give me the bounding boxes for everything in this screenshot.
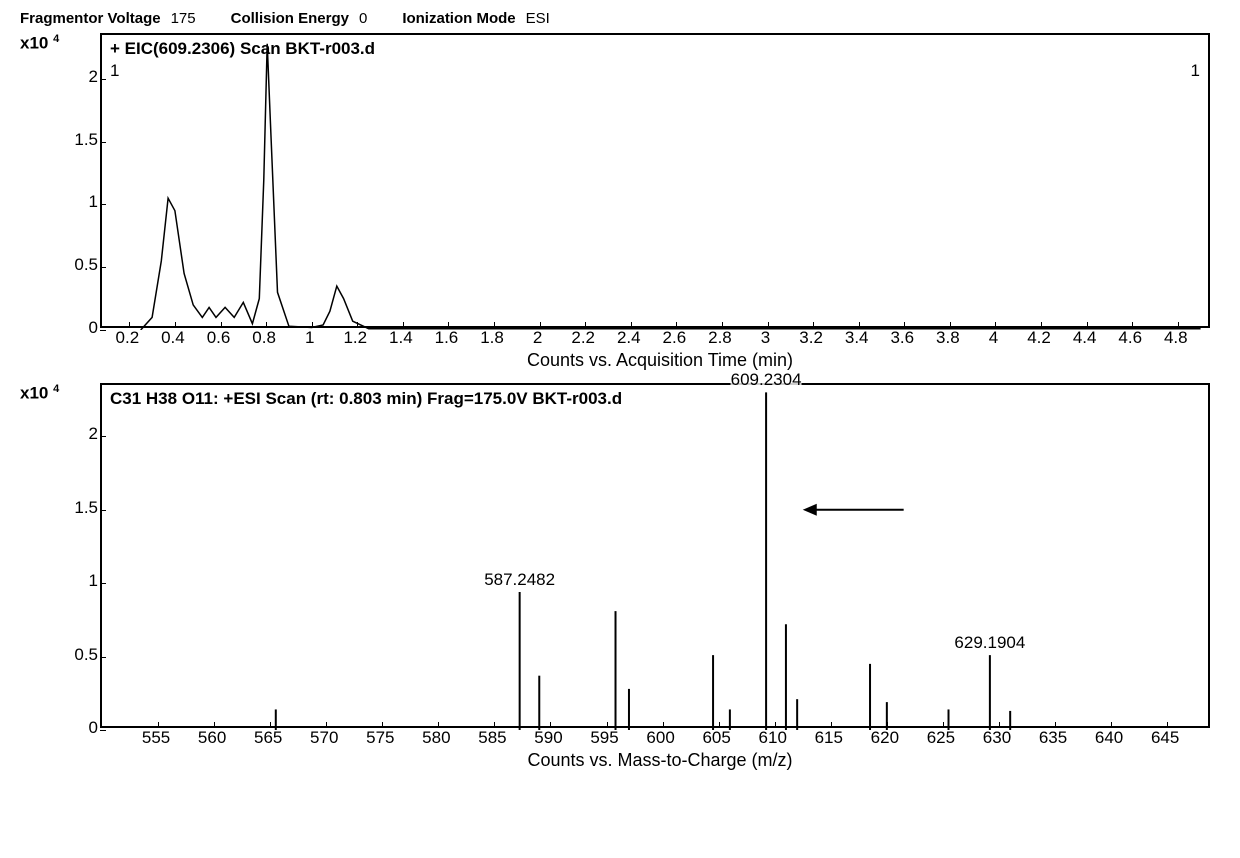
eic-corner-right: 1 bbox=[1191, 61, 1200, 81]
x-tick-label: 4.2 bbox=[1027, 328, 1051, 348]
y-tick-label: 1 bbox=[89, 571, 98, 591]
ms-y-exponent: x10 4 bbox=[20, 383, 59, 404]
eic-y-exponent: x10 4 bbox=[20, 33, 59, 54]
x-tick-label: 0.6 bbox=[207, 328, 231, 348]
x-tick-label: 4 bbox=[989, 328, 998, 348]
x-tick-label: 595 bbox=[590, 728, 618, 748]
x-tick-label: 0.8 bbox=[252, 328, 276, 348]
x-tick-label: 1.2 bbox=[343, 328, 367, 348]
ms-bars-svg bbox=[102, 385, 1212, 730]
annotation-arrow bbox=[803, 504, 904, 516]
x-tick-label: 1.4 bbox=[389, 328, 413, 348]
ms-peak-label: 609.2304 bbox=[731, 370, 802, 390]
y-tick-label: 2 bbox=[89, 67, 98, 87]
ms-plot-area: C31 H38 O11: +ESI Scan (rt: 0.803 min) F… bbox=[100, 383, 1210, 728]
x-tick-label: 645 bbox=[1151, 728, 1179, 748]
ms-plot-title: C31 H38 O11: +ESI Scan (rt: 0.803 min) F… bbox=[110, 389, 622, 409]
x-tick-label: 1 bbox=[305, 328, 314, 348]
fragmentor-label: Fragmentor Voltage bbox=[20, 10, 161, 27]
eic-plot-title: + EIC(609.2306) Scan BKT-r003.d bbox=[110, 39, 375, 59]
x-tick-label: 4.8 bbox=[1164, 328, 1188, 348]
ionization-label: Ionization Mode bbox=[402, 10, 515, 27]
y-tick-label: 0 bbox=[89, 318, 98, 338]
x-tick-label: 630 bbox=[983, 728, 1011, 748]
y-tick-label: 2 bbox=[89, 424, 98, 444]
fragmentor-value: 175 bbox=[171, 10, 196, 27]
x-tick-label: 1.6 bbox=[435, 328, 459, 348]
collision-label: Collision Energy bbox=[231, 10, 349, 27]
y-tick-label: 0 bbox=[89, 718, 98, 738]
x-tick-label: 615 bbox=[815, 728, 843, 748]
x-tick-label: 0.4 bbox=[161, 328, 185, 348]
x-tick-label: 600 bbox=[646, 728, 674, 748]
params-header: Fragmentor Voltage 175 Collision Energy … bbox=[20, 10, 1220, 27]
x-tick-label: 635 bbox=[1039, 728, 1067, 748]
x-tick-label: 560 bbox=[198, 728, 226, 748]
x-tick-label: 2.8 bbox=[708, 328, 732, 348]
eic-x-title: Counts vs. Acquisition Time (min) bbox=[100, 350, 1220, 371]
y-tick-label: 0.5 bbox=[74, 645, 98, 665]
y-tick-label: 0.5 bbox=[74, 255, 98, 275]
x-tick-label: 570 bbox=[310, 728, 338, 748]
x-tick-label: 2.2 bbox=[571, 328, 595, 348]
x-tick-label: 4.4 bbox=[1073, 328, 1097, 348]
ms-peak-label: 587.2482 bbox=[484, 570, 555, 590]
y-tick-label: 1.5 bbox=[74, 130, 98, 150]
eic-chart-block: x10 4 0 0.5 1 1.5 2 + EIC(609.2306) Scan BKT… bbox=[20, 33, 1220, 371]
x-tick-label: 2.4 bbox=[617, 328, 641, 348]
x-tick-label: 620 bbox=[871, 728, 899, 748]
ms-peak-label: 629.1904 bbox=[954, 633, 1025, 653]
ms-x-title: Counts vs. Mass-to-Charge (m/z) bbox=[100, 750, 1220, 771]
x-tick-label: 3.4 bbox=[845, 328, 869, 348]
x-tick-label: 3.2 bbox=[799, 328, 823, 348]
x-tick-label: 1.8 bbox=[480, 328, 504, 348]
x-tick-label: 0.2 bbox=[116, 328, 140, 348]
eic-corner-left: 1 bbox=[110, 61, 119, 81]
x-tick-label: 3.8 bbox=[936, 328, 960, 348]
x-tick-label: 585 bbox=[478, 728, 506, 748]
x-tick-label: 575 bbox=[366, 728, 394, 748]
x-tick-label: 590 bbox=[534, 728, 562, 748]
eic-plot-area: + EIC(609.2306) Scan BKT-r003.d 1 1 bbox=[100, 33, 1210, 328]
x-tick-label: 605 bbox=[702, 728, 730, 748]
ms-chart-block: x10 4 0 0.5 1 1.5 2 C31 H38 O11: +ESI Scan (… bbox=[20, 383, 1220, 771]
x-tick-label: 640 bbox=[1095, 728, 1123, 748]
x-tick-label: 625 bbox=[927, 728, 955, 748]
x-tick-label: 610 bbox=[759, 728, 787, 748]
x-tick-label: 565 bbox=[254, 728, 282, 748]
y-tick-label: 1 bbox=[89, 192, 98, 212]
x-tick-label: 3.6 bbox=[890, 328, 914, 348]
x-tick-label: 2 bbox=[533, 328, 542, 348]
collision-value: 0 bbox=[359, 10, 367, 27]
y-tick-label: 1.5 bbox=[74, 498, 98, 518]
eic-trace-svg bbox=[102, 35, 1212, 330]
x-tick-label: 2.6 bbox=[663, 328, 687, 348]
ionization-value: ESI bbox=[526, 10, 550, 27]
eic-trace bbox=[141, 44, 1201, 330]
x-tick-label: 580 bbox=[422, 728, 450, 748]
ms-y-ticks: 00.511.52 bbox=[60, 383, 98, 728]
x-tick-label: 4.6 bbox=[1118, 328, 1142, 348]
ms-x-ticks: 555 560 565 570 575 580 585 590 595 600 605 610 615 6… bbox=[100, 728, 1210, 750]
x-tick-label: 3 bbox=[761, 328, 770, 348]
eic-x-ticks: 0.2 0.4 0.6 0.8 1 1.2 1.4 1.6 1.8 2 2.2 2.4 2.6 2.8 3 3… bbox=[100, 328, 1210, 350]
eic-y-ticks: 00.511.52 bbox=[60, 33, 98, 328]
x-tick-label: 555 bbox=[142, 728, 170, 748]
